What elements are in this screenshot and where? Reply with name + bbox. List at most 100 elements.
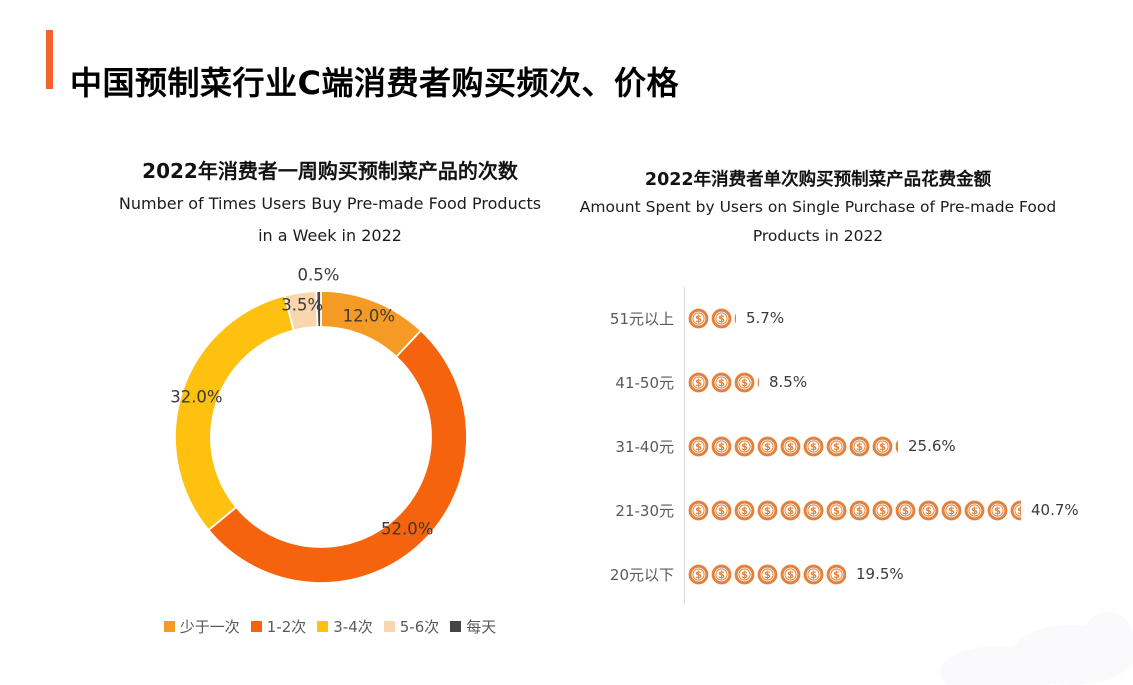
- dollar-coin-icon: $: [711, 500, 732, 521]
- dollar-coin-icon: $: [688, 308, 709, 329]
- dollar-coin-icon-partial: $: [1010, 500, 1021, 521]
- legend-label: 5-6次: [399, 618, 440, 636]
- dollar-coin-icon: $: [711, 308, 732, 329]
- dollar-coin-icon: $: [734, 564, 755, 585]
- donut-slice-value-label: 0.5%: [297, 265, 340, 285]
- svg-text:$: $: [902, 506, 909, 517]
- dollar-coin-icon: $: [964, 500, 985, 521]
- pictogram-row-20元以下: 20元以下 $ $ $ $ $ $ $19.5%: [552, 558, 904, 590]
- dollar-coin-icon: $: [688, 500, 709, 521]
- svg-text:$: $: [787, 506, 794, 517]
- dollar-coin-icon: $: [734, 500, 755, 521]
- legend-label: 3-4次: [333, 618, 373, 636]
- dollar-coin-icon: $: [895, 500, 916, 521]
- pictogram-value-label: 8.5%: [769, 373, 808, 391]
- dollar-coin-icon: $: [849, 500, 870, 521]
- pictogram-value-label: 5.7%: [746, 309, 785, 327]
- donut-slice-每天: [315, 290, 322, 328]
- svg-text:$: $: [787, 442, 794, 453]
- svg-text:$: $: [695, 314, 702, 325]
- svg-text:$: $: [741, 442, 748, 453]
- legend-label: 1-2次: [266, 618, 307, 636]
- svg-text:$: $: [810, 506, 817, 517]
- dollar-coin-icon: $: [711, 372, 732, 393]
- pictogram-category-label: 41-50元: [615, 373, 674, 392]
- pictogram-row-21-30元: 21-30元 $ $ $ $ $ $ $ $ $ $ $ $ $ $ $40.7%: [552, 494, 1079, 526]
- legend-label: 每天: [466, 618, 497, 636]
- donut-slice-value-label: 3.5%: [281, 295, 324, 315]
- legend-swatch-icon: [250, 621, 262, 632]
- dollar-coin-icon: $: [803, 500, 824, 521]
- dollar-coin-icon: $: [849, 436, 870, 457]
- legend-item-5-6次: 5-6次: [383, 616, 440, 637]
- dollar-coin-icon: $: [757, 436, 778, 457]
- pictogram-category-label: 31-40元: [615, 437, 674, 456]
- dollar-coin-icon: $: [780, 500, 801, 521]
- pictogram-value-label: 25.6%: [908, 437, 956, 455]
- donut-chart-title-en-line2: in a Week in 2022: [258, 226, 402, 245]
- svg-text:$: $: [741, 506, 748, 517]
- pictogram-category-label: 21-30元: [615, 501, 674, 520]
- pictogram-value-label: 40.7%: [1031, 501, 1079, 519]
- dollar-coin-icon-partial: $: [734, 308, 736, 329]
- svg-text:$: $: [856, 506, 863, 517]
- svg-text:$: $: [764, 442, 771, 453]
- donut-slice-value-label: 32.0%: [170, 387, 223, 407]
- dollar-coin-icon: $: [688, 372, 709, 393]
- svg-text:$: $: [856, 442, 863, 453]
- legend-swatch-icon: [450, 621, 462, 632]
- pictogram-row-41-50元: 41-50元 $ $ $ $8.5%: [552, 366, 807, 398]
- dollar-coin-icon: $: [734, 372, 755, 393]
- svg-text:$: $: [764, 506, 771, 517]
- pictogram-chart-title-en-line1: Amount Spent by Users on Single Purchase…: [579, 198, 1057, 216]
- dollar-coin-icon: $: [711, 564, 732, 585]
- svg-text:$: $: [718, 506, 725, 517]
- dollar-coin-icon: $: [734, 436, 755, 457]
- svg-text:$: $: [810, 570, 817, 581]
- dollar-coin-icon: $: [987, 500, 1008, 521]
- dollar-coin-icon: $: [826, 436, 847, 457]
- dollar-coin-icon: $: [803, 564, 824, 585]
- legend-swatch-icon: [317, 621, 329, 632]
- svg-text:$: $: [833, 506, 840, 517]
- dollar-coin-icon: $: [780, 564, 801, 585]
- page-title: 中国预制菜行业C端消费者购买频次、价格: [70, 64, 679, 103]
- dollar-coin-icon: $: [826, 500, 847, 521]
- title-accent-bar: [46, 30, 53, 89]
- dollar-coin-icon: $: [872, 436, 893, 457]
- dollar-coin-icon: $: [941, 500, 962, 521]
- svg-text:$: $: [810, 442, 817, 453]
- donut-slice-少于一次: [320, 290, 423, 359]
- dollar-coin-icon: $: [757, 500, 778, 521]
- svg-text:$: $: [787, 570, 794, 581]
- svg-text:$: $: [764, 570, 771, 581]
- dollar-coin-icon-partial: $: [895, 436, 898, 457]
- dollar-coin-icon: $: [780, 436, 801, 457]
- donut-chart-title-zh: 2022年消费者一周购买预制菜产品的次数: [142, 159, 518, 183]
- svg-text:$: $: [879, 442, 886, 453]
- dollar-coin-icon: $: [757, 564, 778, 585]
- legend-item-3-4次: 3-4次: [317, 616, 373, 637]
- svg-text:$: $: [741, 570, 748, 581]
- pictogram-category-label: 51元以上: [609, 309, 674, 328]
- pictogram-row-31-40元: 31-40元 $ $ $ $ $ $ $ $ $ $25.6%: [552, 430, 956, 462]
- pictogram-value-label: 19.5%: [856, 565, 904, 583]
- pictogram-chart-title-zh: 2022年消费者单次购买预制菜产品花费金额: [644, 170, 992, 190]
- pictogram-axis-line: [684, 287, 685, 604]
- svg-text:$: $: [695, 378, 702, 389]
- pictogram-category-label: 20元以下: [609, 565, 674, 584]
- dollar-coin-icon: $: [872, 500, 893, 521]
- donut-slice-1-2次: [207, 329, 468, 584]
- donut-slice-value-label: 52.0%: [381, 519, 434, 539]
- svg-text:$: $: [718, 314, 725, 325]
- svg-text:$: $: [718, 378, 725, 389]
- svg-text:$: $: [994, 506, 1001, 517]
- pictogram-row-51元以上: 51元以上 $ $ $5.7%: [552, 302, 784, 334]
- legend-label: 少于一次: [179, 618, 240, 636]
- pictogram-chart-title-en-line2: Products in 2022: [752, 227, 884, 245]
- watermark: [940, 612, 1133, 685]
- donut-slice-3-4次: [174, 294, 295, 532]
- donut-slice-5-6次: [283, 290, 319, 332]
- dollar-coin-icon: $: [918, 500, 939, 521]
